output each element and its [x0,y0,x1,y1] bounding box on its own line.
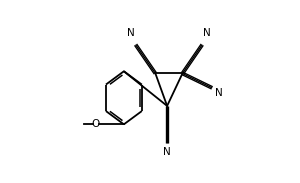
Text: N: N [163,147,171,157]
Text: O: O [92,119,100,129]
Text: N: N [215,88,223,98]
Text: N: N [127,28,135,38]
Text: N: N [203,28,211,38]
